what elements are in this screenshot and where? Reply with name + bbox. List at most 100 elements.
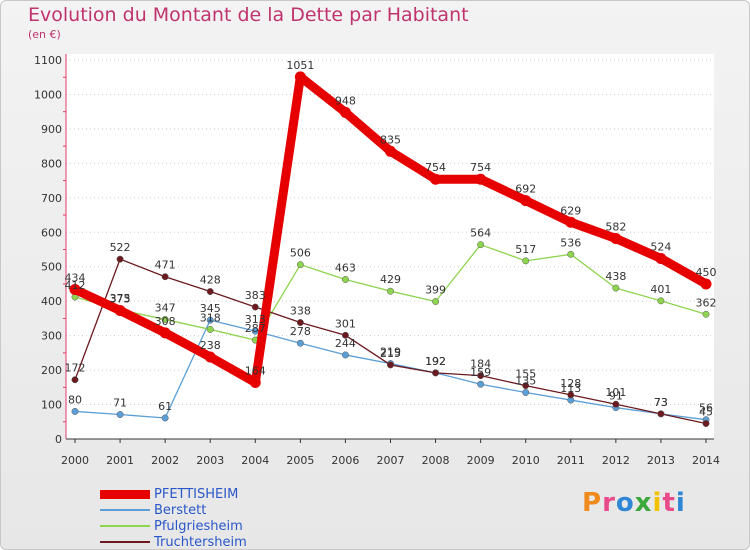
data-label: 412 [65,279,86,292]
data-label: 429 [380,273,401,286]
x-tick-label: 2004 [241,454,269,467]
data-label: 238 [200,339,221,352]
data-label: 754 [470,161,491,174]
data-label: 71 [113,397,127,410]
data-point [206,325,214,333]
data-point [294,71,306,83]
x-tick-label: 2002 [151,454,179,467]
data-point [387,287,394,295]
data-label: 56 [699,402,713,415]
x-tick-label: 2008 [422,454,450,467]
data-point [612,400,620,408]
data-point [296,319,304,326]
data-label: 219 [380,346,401,359]
data-label: 401 [650,283,671,296]
data-label: 80 [68,393,82,406]
data-point [161,414,169,422]
data-point [204,351,216,363]
data-label: 278 [290,325,311,338]
data-point [296,339,304,347]
data-point [610,232,622,244]
data-point [522,382,530,390]
data-point [477,380,485,388]
data-label: 91 [609,390,623,403]
x-tick-label: 2001 [106,454,134,467]
data-label: 347 [155,301,176,314]
data-point [520,195,532,207]
data-point [477,241,485,249]
data-label: 522 [110,241,131,254]
data-point [387,361,394,369]
data-label: 338 [290,305,311,318]
data-point [161,273,169,281]
x-tick-label: 2013 [647,454,675,467]
y-tick-label: 400 [41,295,62,308]
data-point [432,369,440,377]
data-label: 524 [650,240,671,253]
x-tick-label: 2011 [557,454,585,467]
data-label: 1051 [286,59,314,72]
chart-subtitle: (en €) [28,28,61,41]
y-tick-label: 100 [41,399,62,412]
legend-item: Pfulgriesheim [100,518,247,534]
data-label: 73 [654,396,668,409]
data-label: 517 [515,243,536,256]
legend-item: Berstett [100,502,247,518]
data-label: 244 [335,337,356,350]
legend: PFETTISHEIM Berstett Pfulgriesheim Truchter… [100,486,247,550]
data-point [71,376,79,384]
data-point [116,411,124,418]
data-label: 835 [380,133,401,146]
legend-swatch [100,509,150,511]
data-point [657,410,665,418]
data-label: 101 [605,386,626,399]
data-point [206,316,214,324]
logo-letter: P [582,488,603,518]
y-tick-label: 1100 [34,54,62,67]
data-label: 308 [155,315,176,328]
data-point [612,284,620,292]
data-point [522,389,530,396]
data-point [114,304,126,316]
logo-letter: x [634,488,653,518]
chart-title: Evolution du Montant de la Dette par Hab… [28,4,469,26]
data-label: 159 [470,366,491,379]
x-tick-label: 2007 [377,454,405,467]
data-point [475,173,487,185]
data-label: 61 [158,400,172,413]
data-point [251,303,259,311]
data-label: 438 [605,270,626,283]
x-tick-label: 2010 [512,454,540,467]
data-label: 192 [425,355,446,368]
legend-label: Berstett [154,502,207,518]
data-label: 318 [200,311,221,324]
data-label: 45 [699,405,713,418]
data-point [655,252,667,264]
data-label: 128 [560,377,581,390]
data-point [69,283,81,295]
data-point [71,407,79,415]
data-label: 287 [245,322,266,335]
y-tick-label: 900 [41,123,62,136]
data-point [341,331,349,339]
data-label: 373 [110,292,131,305]
data-label: 692 [515,183,536,196]
data-point [430,173,442,185]
x-tick-label: 2009 [467,454,495,467]
data-point [341,351,349,359]
y-tick-label: 0 [55,433,62,446]
data-point [385,145,396,157]
data-label: 172 [65,362,86,375]
data-point [477,372,485,380]
data-label: 471 [155,259,176,272]
data-label: 536 [560,236,581,249]
legend-swatch [100,525,150,527]
data-label: 450 [696,266,717,279]
data-point [432,298,440,305]
y-tick-label: 200 [41,364,62,377]
data-label: 184 [470,358,491,371]
data-label: 506 [290,247,311,260]
data-point [159,327,171,339]
data-label: 582 [605,220,626,233]
